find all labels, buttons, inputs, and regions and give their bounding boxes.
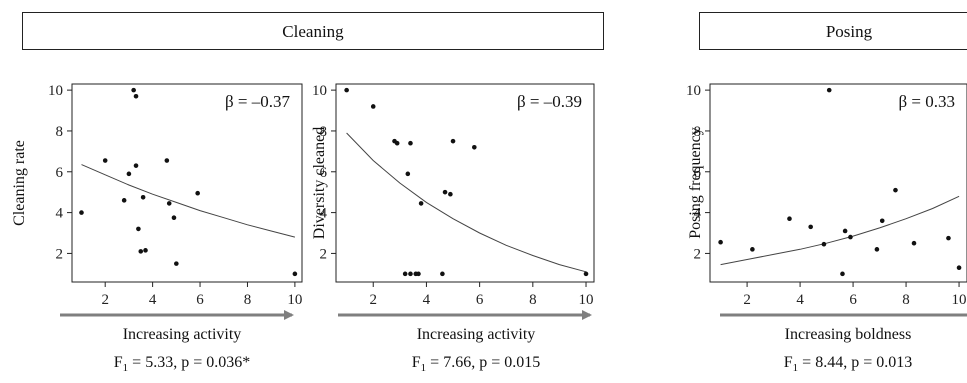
x-tick-label: 4 xyxy=(423,292,431,308)
group-header-posing: Posing xyxy=(699,12,967,50)
data-point xyxy=(79,210,84,215)
y-axis-label-cleaning-rate: Cleaning rate xyxy=(11,140,28,226)
data-point xyxy=(840,271,845,277)
x-tick-label: 10 xyxy=(579,292,594,308)
data-point xyxy=(143,248,148,253)
x-axis-label-cleaning-rate: Increasing activity xyxy=(122,326,242,343)
data-point xyxy=(133,93,139,99)
y-tick-label: 2 xyxy=(694,246,702,262)
x-tick-label: 2 xyxy=(369,292,377,308)
data-point xyxy=(171,215,177,221)
plot-frame-cleaning-rate xyxy=(71,83,303,283)
data-point xyxy=(370,104,376,109)
x-axis-label-posing: Increasing boldness xyxy=(784,326,912,343)
data-point xyxy=(408,140,413,146)
data-point xyxy=(946,235,951,241)
data-point xyxy=(842,228,848,234)
x-tick-label: 4 xyxy=(149,292,157,308)
data-point xyxy=(450,138,456,144)
data-point xyxy=(121,198,127,203)
x-tick-label: 8 xyxy=(529,292,537,308)
data-point xyxy=(138,249,144,254)
y-tick-label: 6 xyxy=(320,165,328,181)
x-tick-label: 4 xyxy=(796,292,804,308)
data-point xyxy=(893,187,898,193)
data-point xyxy=(405,171,411,177)
stat-cleaning-rate: F1 = 5.33, p = 0.036* xyxy=(113,354,251,375)
x-tick-label: 8 xyxy=(244,292,252,308)
stat-posing: F1 = 8.44, p = 0.013 xyxy=(783,354,913,375)
data-point xyxy=(408,271,413,277)
data-point xyxy=(472,144,477,150)
data-point xyxy=(174,261,179,266)
group-header-cleaning: Cleaning xyxy=(22,12,604,50)
data-point xyxy=(292,271,298,277)
data-point xyxy=(826,87,832,93)
data-point xyxy=(394,140,400,146)
data-point xyxy=(133,163,139,168)
fit-curve-cleaning-rate xyxy=(81,164,296,238)
y-tick-label: 2 xyxy=(56,246,64,262)
beta-label-posing: β = 0.33 xyxy=(899,92,956,111)
y-tick-label: 10 xyxy=(312,83,327,99)
plot-frame-posing xyxy=(709,83,967,283)
x-tick-label: 6 xyxy=(196,292,204,308)
data-point xyxy=(418,201,424,206)
x-axis-label-diversity: Increasing activity xyxy=(416,326,536,343)
data-point xyxy=(402,271,408,277)
data-point xyxy=(416,271,421,277)
y-tick-label: 4 xyxy=(694,206,702,222)
y-tick-label: 8 xyxy=(56,124,64,140)
data-point xyxy=(195,190,200,196)
data-point xyxy=(718,239,723,245)
plot-frame-diversity xyxy=(335,83,595,283)
data-point xyxy=(879,218,885,224)
data-point xyxy=(102,158,108,163)
fit-curve-posing xyxy=(720,195,960,266)
data-point xyxy=(808,224,813,230)
data-point xyxy=(344,87,349,93)
x-tick-label: 2 xyxy=(101,292,109,308)
data-point xyxy=(164,158,170,163)
y-tick-label: 8 xyxy=(694,124,702,140)
x-tick-label: 2 xyxy=(743,292,751,308)
data-point xyxy=(126,171,132,177)
y-tick-label: 6 xyxy=(56,165,64,181)
x-tick-label: 10 xyxy=(952,292,967,308)
y-axis-label-diversity: Diversity cleaned xyxy=(311,127,328,239)
data-point xyxy=(140,194,146,200)
data-point xyxy=(848,234,853,240)
data-point xyxy=(911,240,917,246)
y-axis-label-posing: Posing frequency xyxy=(687,127,704,239)
y-tick-label: 8 xyxy=(320,124,328,140)
data-point xyxy=(874,247,880,252)
x-tick-label: 10 xyxy=(287,292,302,308)
y-tick-label: 4 xyxy=(320,206,328,222)
data-point xyxy=(583,271,589,277)
beta-label-cleaning-rate: β = –0.37 xyxy=(225,92,290,111)
x-tick-label: 6 xyxy=(849,292,857,308)
x-tick-label: 6 xyxy=(476,292,484,308)
data-point xyxy=(750,247,755,252)
y-tick-label: 2 xyxy=(320,246,328,262)
y-tick-label: 6 xyxy=(694,165,702,181)
data-point xyxy=(442,189,448,195)
y-tick-label: 4 xyxy=(56,206,64,222)
data-point xyxy=(821,241,827,247)
fit-curve-diversity xyxy=(346,132,587,273)
y-tick-label: 10 xyxy=(48,83,63,99)
data-point xyxy=(956,265,962,271)
data-point xyxy=(131,87,136,93)
data-point xyxy=(166,201,172,206)
x-tick-label: 8 xyxy=(902,292,910,308)
beta-label-diversity: β = –0.39 xyxy=(517,92,582,111)
data-point xyxy=(787,216,792,222)
stat-diversity: F1 = 7.66, p = 0.015 xyxy=(411,354,541,375)
data-point xyxy=(440,271,445,277)
data-point xyxy=(448,191,453,197)
data-point xyxy=(136,226,141,232)
y-tick-label: 10 xyxy=(686,83,701,99)
